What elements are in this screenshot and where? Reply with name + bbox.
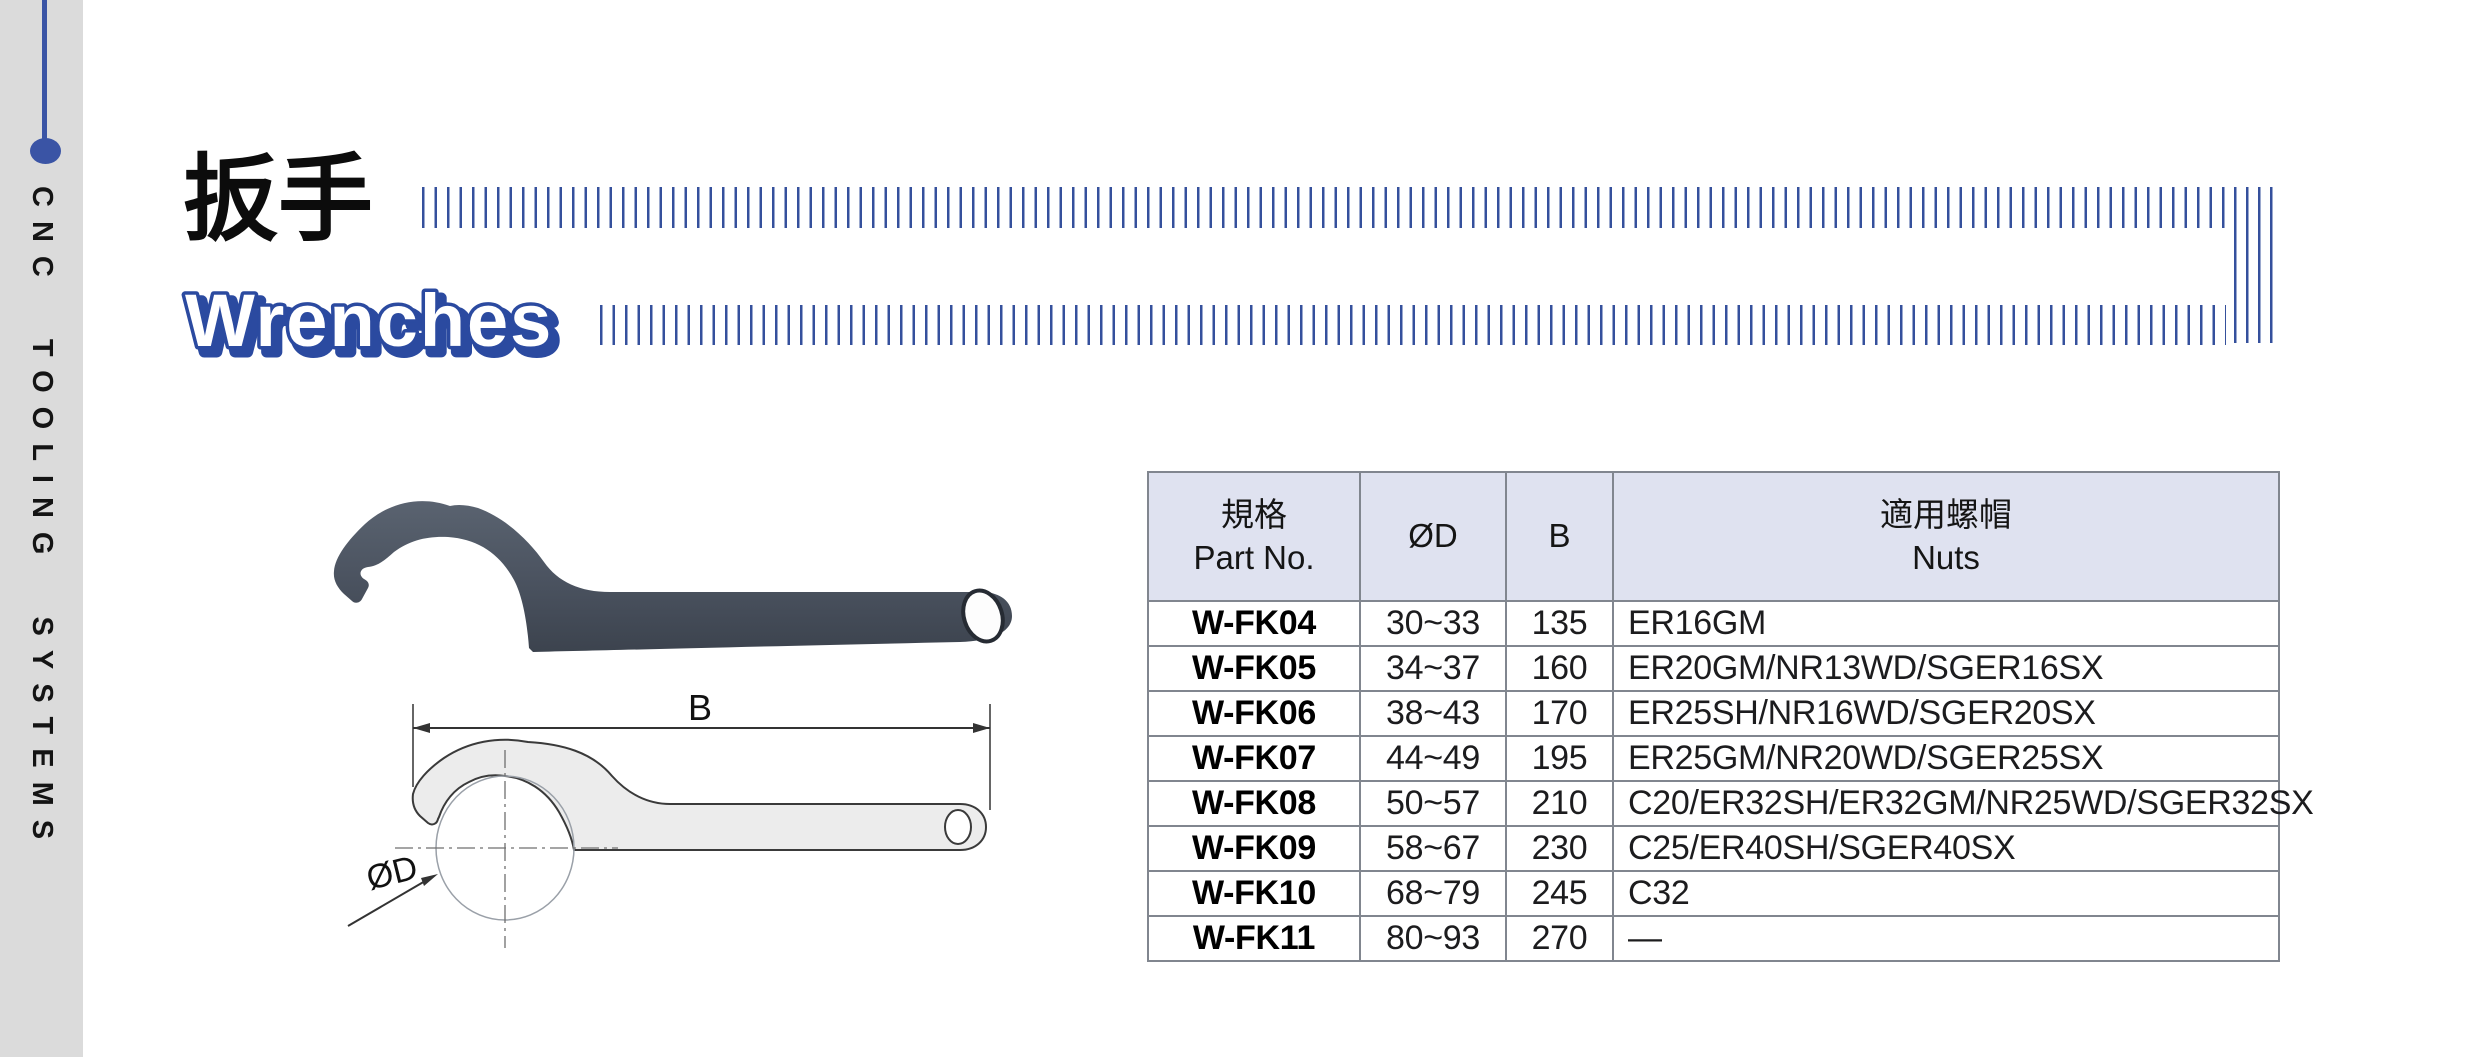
hatch-pattern-tall-end (2234, 187, 2278, 343)
table-row: W-FK04 30~33 135 ER16GM (1147, 600, 2280, 647)
table-row: W-FK11 80~93 270 — (1147, 915, 2280, 962)
cell-nuts: C32 (1612, 870, 2280, 917)
cell-part-no: W-FK05 (1147, 645, 1361, 692)
spec-table: 規格 Part No. ØD B 適用螺帽 Nuts W-FK04 30~33 … (1147, 471, 2314, 962)
accent-vertical-line (42, 0, 47, 139)
wrench-diagram: B ØD (347, 690, 991, 948)
cell-b: 135 (1505, 600, 1614, 647)
cell-part-no: W-FK08 (1147, 780, 1361, 827)
sidebar-text-wrap: CNC TOOLING SYSTEMS (0, 186, 83, 853)
table-row: W-FK06 38~43 170 ER25SH/NR16WD/SGER20SX (1147, 690, 2280, 737)
cell-od: 50~57 (1359, 780, 1507, 827)
cell-b: 210 (1505, 780, 1614, 827)
cell-nuts: ER16GM (1612, 600, 2280, 647)
cell-part-no: W-FK06 (1147, 690, 1361, 737)
col-header-nuts-en: Nuts (1912, 538, 1980, 576)
table-row: W-FK10 68~79 245 C32 (1147, 870, 2280, 917)
col-header-nuts-zh: 適用螺帽 (1880, 495, 2012, 533)
diagram-leader-line-d (347, 876, 433, 927)
cell-od: 58~67 (1359, 825, 1507, 872)
wrench-photo-body (333, 501, 1013, 652)
cell-part-no: W-FK10 (1147, 870, 1361, 917)
diagram-label-d: ØD (363, 849, 422, 898)
cell-part-no: W-FK07 (1147, 735, 1361, 782)
cell-nuts: ER25GM/NR20WD/SGER25SX (1612, 735, 2280, 782)
diagram-arrow-left (413, 723, 430, 733)
spec-table-body: W-FK04 30~33 135 ER16GM W-FK05 34~37 160… (1147, 600, 2314, 962)
cell-b: 170 (1505, 690, 1614, 737)
cell-od: 68~79 (1359, 870, 1507, 917)
wrench-photo (333, 501, 1013, 652)
cell-b: 270 (1505, 915, 1614, 962)
header-row: 規格 Part No. ØD B 適用螺帽 Nuts (1147, 471, 2280, 602)
sidebar: CNC TOOLING SYSTEMS (0, 0, 83, 1057)
wrench-photo-hole (961, 588, 1005, 644)
cell-b: 245 (1505, 870, 1614, 917)
accent-dot (30, 138, 61, 164)
cell-od: 38~43 (1359, 690, 1507, 737)
table-row: W-FK09 58~67 230 C25/ER40SH/SGER40SX (1147, 825, 2280, 872)
cell-b: 195 (1505, 735, 1614, 782)
spec-table-header: 規格 Part No. ØD B 適用螺帽 Nuts (1147, 471, 2280, 602)
hatch-pattern-top (422, 187, 2226, 228)
page-title-en-shadow: Wrenches (191, 285, 559, 368)
cell-b: 230 (1505, 825, 1614, 872)
cell-nuts: — (1612, 915, 2280, 962)
diagram-label-b: B (688, 690, 712, 728)
cell-od: 80~93 (1359, 915, 1507, 962)
cell-nuts: C25/ER40SH/SGER40SX (1612, 825, 2280, 872)
cell-od: 44~49 (1359, 735, 1507, 782)
table-row: W-FK08 50~57 210 C20/ER32SH/ER32GM/NR25W… (1147, 780, 2314, 827)
col-header-od: ØD (1359, 471, 1507, 602)
table-row: W-FK07 44~49 195 ER25GM/NR20WD/SGER25SX (1147, 735, 2280, 782)
cell-part-no: W-FK04 (1147, 600, 1361, 647)
cell-b: 160 (1505, 645, 1614, 692)
cell-nuts: ER20GM/NR13WD/SGER16SX (1612, 645, 2280, 692)
cell-od: 34~37 (1359, 645, 1507, 692)
table-row: W-FK05 34~37 160 ER20GM/NR13WD/SGER16SX (1147, 645, 2280, 692)
col-header-nuts: 適用螺帽 Nuts (1612, 471, 2280, 602)
diagram-wrench-outline (411, 738, 988, 851)
cell-nuts: ER25SH/NR16WD/SGER20SX (1612, 690, 2280, 737)
cell-nuts: C20/ER32SH/ER32GM/NR25WD/SGER32SX (1612, 780, 2314, 827)
cell-part-no: W-FK09 (1147, 825, 1361, 872)
page-title-en-art: Wrenches Wrenches (182, 276, 563, 374)
page-title-zh: 扳手 (183, 147, 374, 253)
hatch-pattern-bottom (600, 305, 2226, 345)
diagram-arrow-right (973, 723, 990, 733)
col-header-part-no: 規格 Part No. (1147, 471, 1361, 602)
col-header-part-no-en: Part No. (1193, 538, 1315, 576)
diagram-arrow-d (421, 874, 438, 886)
col-header-b: B (1505, 471, 1614, 602)
sidebar-vertical-label: CNC TOOLING SYSTEMS (26, 186, 58, 854)
col-header-part-no-zh: 規格 (1221, 495, 1287, 533)
cell-part-no: W-FK11 (1147, 915, 1361, 962)
diagram-handle-hole (944, 809, 972, 845)
page-title-en: Wrenches (185, 279, 553, 362)
cell-od: 30~33 (1359, 600, 1507, 647)
